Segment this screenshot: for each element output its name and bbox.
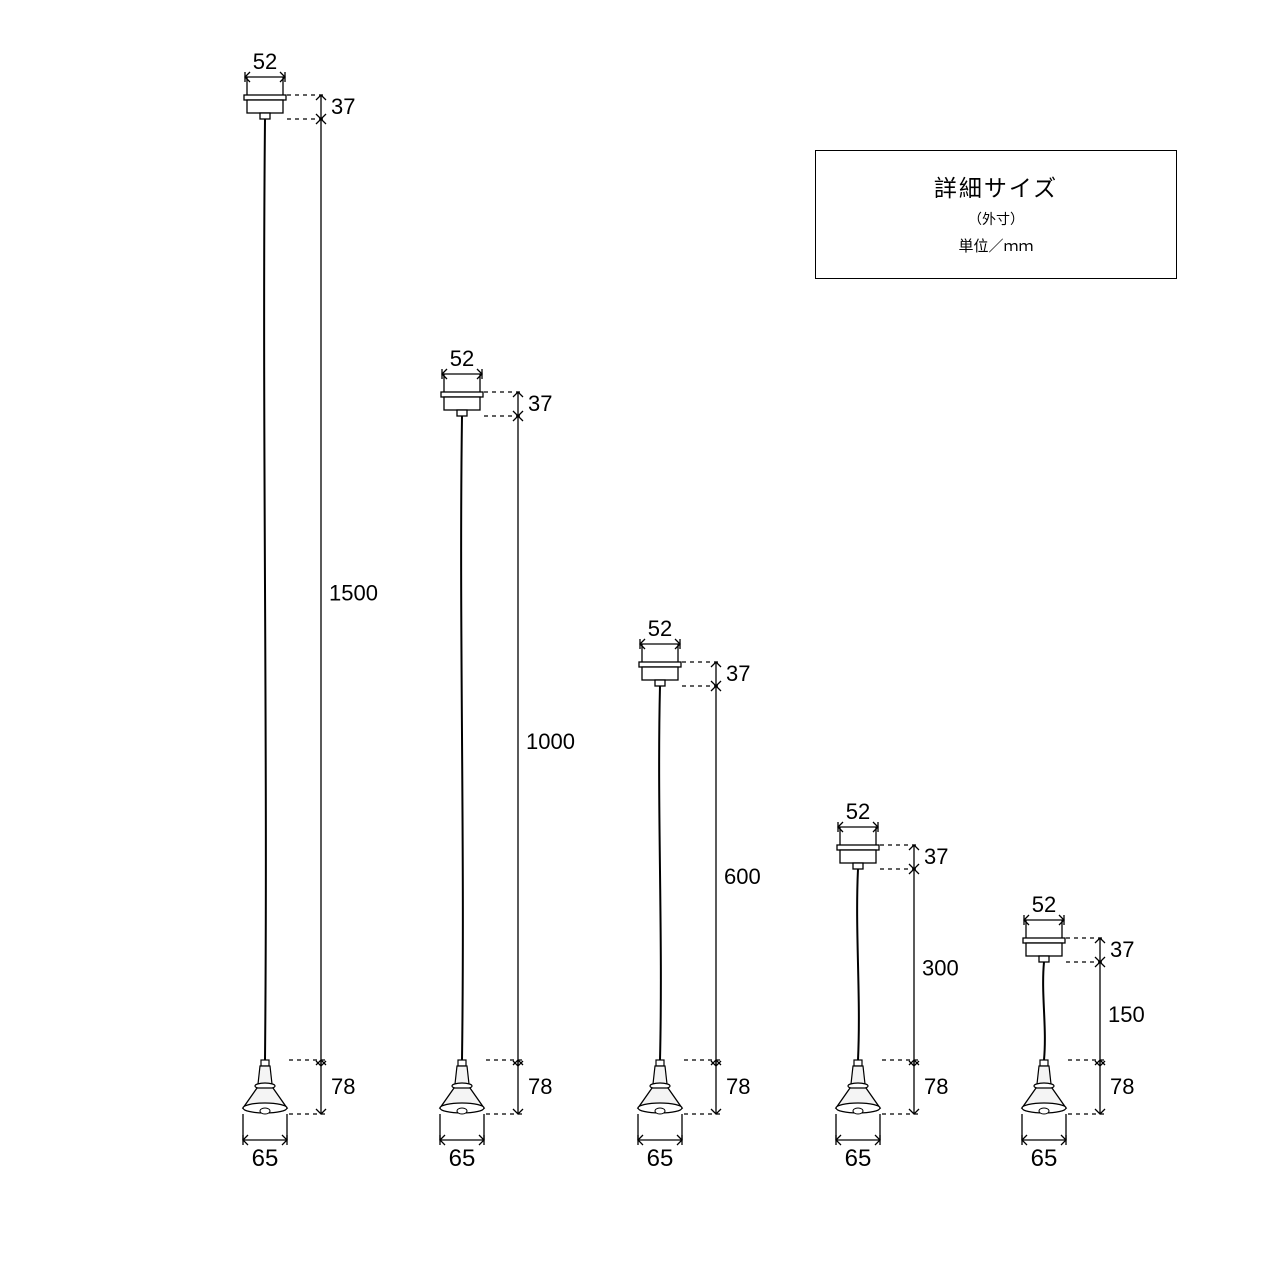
- svg-text:78: 78: [726, 1074, 750, 1099]
- svg-text:78: 78: [331, 1074, 355, 1099]
- svg-text:52: 52: [450, 346, 474, 371]
- svg-text:37: 37: [331, 94, 355, 119]
- svg-text:52: 52: [253, 49, 277, 74]
- svg-text:65: 65: [845, 1145, 872, 1172]
- svg-text:150: 150: [1108, 1002, 1145, 1027]
- svg-text:300: 300: [922, 956, 959, 981]
- svg-text:1000: 1000: [526, 729, 575, 754]
- svg-text:78: 78: [528, 1074, 552, 1099]
- info-title: 詳細サイズ: [856, 169, 1136, 203]
- svg-text:37: 37: [924, 844, 948, 869]
- svg-text:52: 52: [648, 616, 672, 641]
- info-sub: （外寸）: [856, 209, 1136, 229]
- svg-text:78: 78: [924, 1074, 948, 1099]
- svg-text:37: 37: [528, 391, 552, 416]
- svg-text:1500: 1500: [329, 581, 378, 606]
- svg-text:52: 52: [1032, 892, 1056, 917]
- svg-text:65: 65: [1031, 1145, 1058, 1172]
- info-unit: 単位／ｍｍ: [856, 235, 1136, 256]
- svg-text:52: 52: [846, 799, 870, 824]
- svg-text:37: 37: [1110, 937, 1134, 962]
- svg-text:37: 37: [726, 661, 750, 686]
- info-box: 詳細サイズ （外寸） 単位／ｍｍ: [815, 150, 1177, 279]
- svg-text:65: 65: [252, 1145, 279, 1172]
- svg-text:600: 600: [724, 864, 761, 889]
- svg-text:65: 65: [647, 1145, 674, 1172]
- svg-text:78: 78: [1110, 1074, 1134, 1099]
- svg-text:65: 65: [449, 1145, 476, 1172]
